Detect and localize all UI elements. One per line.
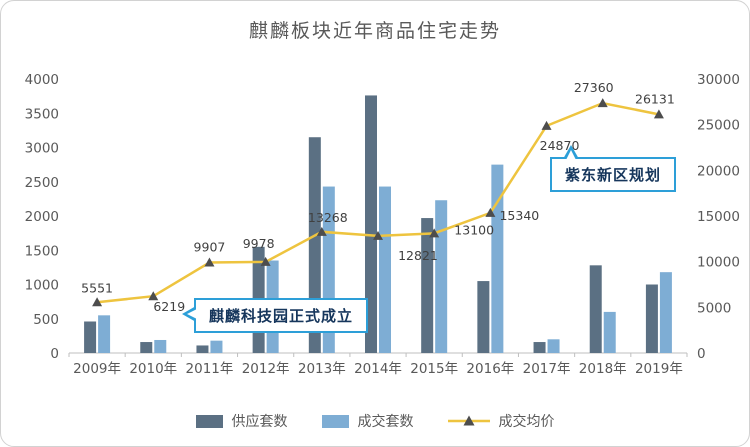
bar-transactions [491, 164, 504, 353]
left-axis-tick-label: 4000 [25, 72, 59, 88]
price-marker-icon [148, 291, 159, 301]
legend-label-transactions: 成交套数 [357, 414, 414, 430]
legend-label-supply: 供应套数 [231, 414, 288, 430]
bar-supply [645, 284, 658, 353]
annotation-text: 麒麟科技园正式成立 [209, 307, 354, 325]
bar-transactions [659, 272, 672, 353]
bar-transactions [98, 315, 111, 353]
price-marker-icon [260, 256, 271, 266]
price-marker-icon [597, 98, 608, 108]
price-data-label: 12821 [398, 248, 438, 263]
x-axis-label: 2009年 [73, 361, 121, 377]
price-data-label: 9978 [243, 236, 275, 251]
price-line-swatch-icon [447, 415, 490, 426]
bar-transactions [547, 339, 560, 353]
x-axis-label: 2011年 [186, 361, 234, 377]
bar-supply [589, 265, 602, 353]
callout-pointer-left-inner [187, 309, 197, 319]
left-axis-tick-label: 2500 [25, 175, 59, 191]
x-axis-label: 2016年 [466, 361, 514, 377]
x-axis-label: 2017年 [523, 361, 571, 377]
price-data-label: 6219 [153, 299, 185, 314]
bar-supply [84, 321, 97, 353]
price-marker-icon [92, 297, 103, 307]
left-axis-tick-label: 3500 [25, 106, 59, 122]
price-line [96, 101, 660, 304]
legend-item-price: 成交均价 [447, 411, 555, 431]
right-axis-tick-label: 10000 [697, 255, 740, 271]
legend-label-price: 成交均价 [498, 414, 555, 430]
price-data-label: 27360 [574, 80, 614, 95]
right-axis-tick-label: 0 [697, 346, 706, 362]
x-axis-label: 2013年 [298, 361, 346, 377]
right-axis-tick-label: 20000 [697, 163, 740, 179]
price-marker-icon [204, 257, 215, 267]
price-data-label: 9907 [194, 240, 226, 255]
left-axis-tick-label: 2000 [25, 209, 59, 225]
price-data-label: 13268 [308, 210, 348, 225]
bar-transactions [603, 311, 616, 353]
bar-supply [196, 345, 209, 353]
chart-title: 麒麟板块近年商品住宅走势 [248, 20, 501, 42]
right-axis-tick-label: 5000 [697, 300, 731, 316]
price-data-label: 5551 [81, 280, 113, 295]
legend-item-supply: 供应套数 [195, 411, 288, 431]
bar-transactions [379, 186, 391, 353]
x-axis-label: 2019年 [635, 361, 683, 377]
right-axis-tick-label: 25000 [697, 118, 740, 134]
price-marker-icon [429, 228, 440, 238]
left-axis-tick-label: 3000 [25, 141, 59, 157]
right-axis-tick-label: 15000 [697, 209, 740, 225]
price-marker-icon [485, 207, 496, 217]
price-data-label: 15340 [499, 208, 539, 223]
price-data-label: 26131 [635, 91, 675, 106]
transactions-swatch-icon [321, 414, 349, 428]
annotation-text: 紫东新区规划 [565, 166, 662, 184]
left-axis-tick-label: 1500 [25, 243, 59, 259]
price-marker-icon [373, 230, 383, 240]
callout-pointer-up-inner [566, 150, 576, 160]
bar-supply [365, 95, 377, 353]
x-axis-label: 2014年 [354, 361, 402, 377]
x-axis-label: 2010年 [129, 361, 177, 377]
price-marker-icon [653, 109, 664, 119]
right-axis-tick-label: 30000 [697, 72, 740, 88]
price-marker-icon [316, 226, 327, 236]
x-axis-label: 2012年 [242, 361, 290, 377]
left-axis-tick-label: 500 [33, 312, 59, 328]
bar-transactions [154, 339, 167, 353]
legend-item-transactions: 成交套数 [321, 411, 414, 431]
supply-swatch-icon [195, 414, 223, 428]
bar-supply [140, 342, 153, 353]
x-axis-label: 2018年 [579, 361, 627, 377]
bar-supply [477, 281, 490, 353]
annotation-zidong-new-district: 紫东新区规划 [550, 145, 677, 192]
bar-supply [533, 342, 546, 353]
left-axis-tick-label: 0 [50, 346, 59, 362]
left-axis-tick-label: 1000 [25, 278, 59, 294]
price-data-label: 13100 [454, 222, 494, 237]
x-axis-label: 2015年 [410, 361, 458, 377]
bar-transactions [435, 200, 448, 353]
chart-legend: 供应套数 成交套数 成交均价 [1, 411, 749, 431]
bar-transactions [210, 340, 223, 353]
bar-supply [421, 218, 434, 353]
price-marker-icon [541, 120, 552, 130]
annotation-qilin-science-park: 麒麟科技园正式成立 [182, 298, 369, 333]
